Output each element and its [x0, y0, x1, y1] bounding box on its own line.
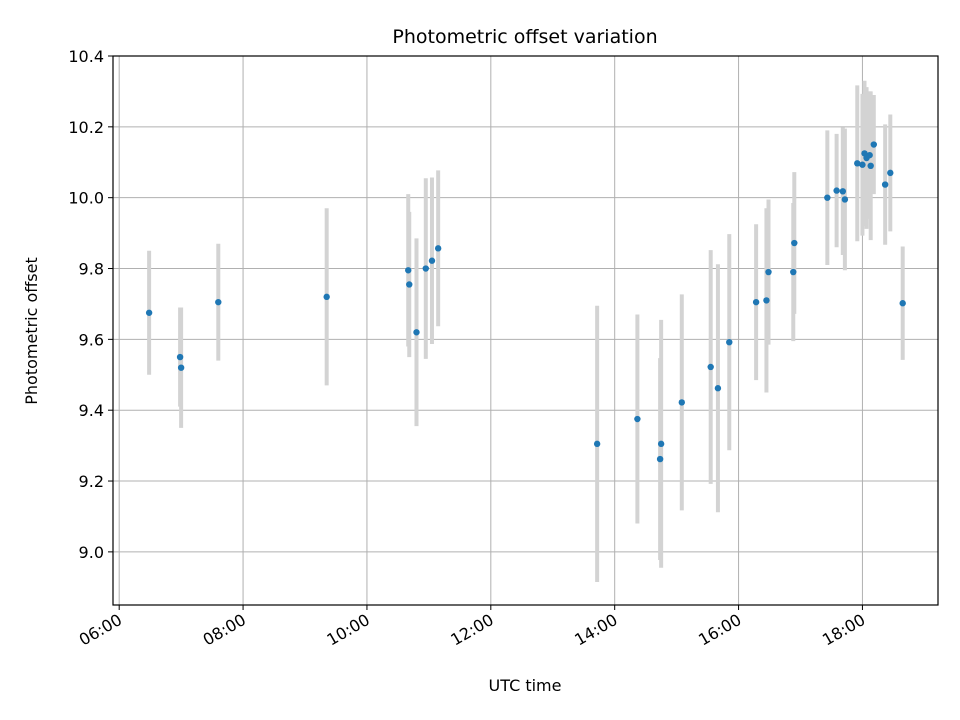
data-point [752, 298, 760, 306]
data-point [145, 309, 153, 316]
y-tick-label: 9.2 [79, 472, 104, 491]
data-point [657, 440, 665, 448]
data-point [215, 298, 222, 306]
data-point [866, 151, 873, 159]
data-point [405, 267, 412, 274]
data-point [841, 196, 849, 203]
data-point [839, 188, 847, 195]
y-tick-label: 9.0 [79, 543, 104, 562]
y-axis: 9.0 9.2 9.4 9.6 9.8 10.0 10.2 10.4 [68, 47, 113, 562]
data-point [867, 162, 874, 169]
data-point [791, 239, 798, 247]
data-point [323, 293, 330, 301]
data-point [593, 440, 601, 448]
data-point [656, 455, 664, 463]
data-point [854, 160, 861, 167]
data-point [765, 268, 772, 276]
data-points [145, 141, 906, 463]
y-tick-label: 10.2 [68, 118, 104, 137]
y-tick-label: 9.8 [79, 260, 104, 279]
data-point [678, 399, 685, 406]
data-point [824, 194, 831, 201]
y-tick-label: 10.0 [68, 189, 104, 208]
data-point [422, 265, 429, 272]
data-point [406, 281, 413, 288]
data-point [707, 363, 714, 371]
data-point [899, 300, 906, 307]
data-point [634, 415, 641, 423]
data-point [413, 329, 420, 336]
data-point [763, 297, 770, 304]
data-point [887, 169, 894, 177]
data-point [726, 338, 733, 346]
chart-title: Photometric offset variation [392, 26, 657, 48]
data-point [859, 161, 866, 168]
data-point [714, 385, 722, 392]
y-tick-label: 10.4 [68, 47, 104, 66]
y-tick-label: 9.6 [79, 330, 104, 349]
data-point [790, 268, 797, 276]
data-point [833, 187, 840, 194]
y-tick-label: 9.4 [79, 401, 104, 420]
grid [113, 55, 938, 605]
plot-frame [112, 55, 939, 606]
x-axis-label: UTC time [489, 676, 562, 695]
data-point [177, 364, 185, 371]
y-axis-label: Photometric offset [22, 257, 41, 405]
data-point [176, 353, 184, 361]
data-point [434, 245, 442, 252]
data-point [881, 181, 889, 188]
data-point [428, 257, 436, 264]
data-point [870, 141, 877, 148]
